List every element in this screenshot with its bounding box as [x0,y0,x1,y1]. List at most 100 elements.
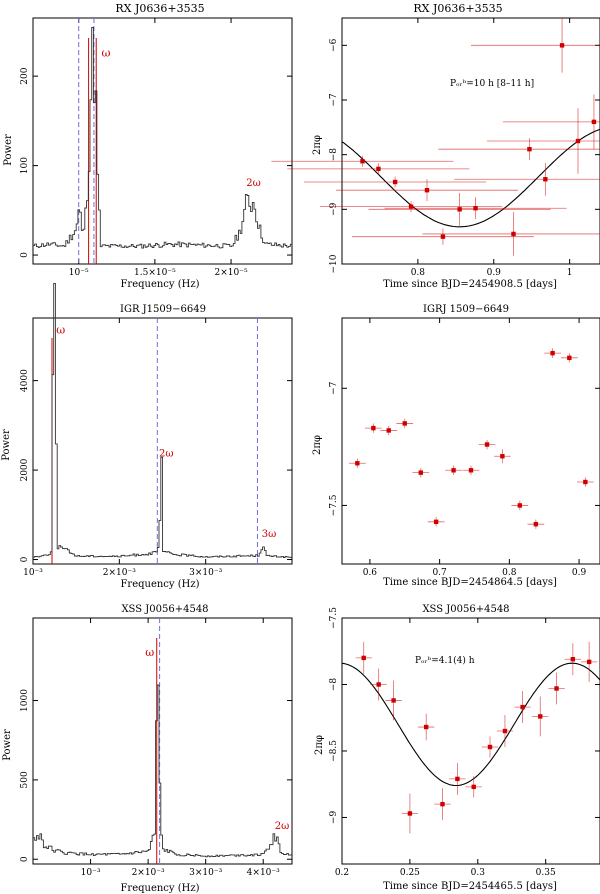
y-tick-label: 200 [20,67,30,84]
panel-xssj0056-phase-curve: XSS J0056+4548 Time since BJD=2454465.5 … [314,604,600,892]
data-point [520,704,525,710]
x-tick-label: 0.3 [471,868,486,878]
power-spectrum-line [33,684,292,858]
y-tick-label: −8 [329,148,339,162]
x-tick-label: 3×10⁻³ [189,868,222,878]
y-axis-label: Power [3,134,14,166]
data-point [360,159,365,164]
x-tick-label: 10⁻³ [23,568,43,578]
data-point [407,811,413,816]
panel-title: IGRJ 1509−6649 [423,304,509,315]
y-tick-label: −6 [329,38,339,52]
data-point [591,119,597,125]
panel-igrj1509-power-spectrum: IGR J1509−6649 Frequency (Hz) Power ω 2ω… [1,282,293,590]
x-tick-label: 0.8 [411,268,426,278]
y-tick-label: −8.5 [329,740,339,762]
data-point [392,179,398,185]
axes-frame [32,17,293,265]
axes-frame [341,617,600,865]
x-tick-label: 2×10⁻⁵ [215,268,248,278]
x-tick-label: 1 [567,268,573,278]
data-point [361,655,366,661]
annotation-2omega: 2ω [159,449,174,460]
annotation-2omega: 2ω [275,821,290,832]
data-point [408,204,414,209]
x-tick-label: 1.5×10⁻⁵ [134,268,176,278]
data-point [554,686,559,691]
y-tick-label: −10 [329,254,339,273]
x-axis-label: Frequency (Hz) [120,883,199,894]
panel-rxj0636-phase-curve: RX J0636+3535 Time since BJD=2454908.5 [… [271,2,600,290]
data-point [550,350,555,356]
data-point [567,355,572,361]
annotation-omega: ω [145,646,154,659]
panel-rxj0636-power-spectrum: RX J0636+3535 Frequency (Hz) Power ω 2ω … [3,2,293,290]
annotation-2omega: 2ω [246,178,261,189]
annotation-omega: ω [102,46,111,59]
axes-frame [32,617,293,865]
data-point [538,714,543,719]
data-point [527,147,532,152]
x-tick-label: 0.9 [572,568,587,578]
data-point [583,479,588,485]
x-tick-label: 0.2 [335,868,349,878]
model-sine-curve [341,662,600,787]
x-axis-label: Time since BJD=2454908.5 [days] [383,279,557,290]
x-tick-label: 4×10⁻³ [247,868,280,878]
model-sine-curve [341,128,600,228]
x-tick-label: 10⁻⁵ [69,268,89,278]
y-tick-label: 4000 [20,369,30,392]
panel-xssj0056-power-spectrum: XSS J0056+4548 Frequency (Hz) Power ω 2ω… [2,604,293,894]
y-tick-label: 100 [20,157,30,174]
data-point [457,207,462,212]
data-point [376,682,381,687]
power-spectrum-line [33,282,292,558]
y-tick-label: 1000 [20,689,30,712]
axes-frame [341,317,600,565]
data-point [433,519,439,525]
x-tick-label: 0.9 [487,268,502,278]
data-point [355,461,360,466]
data-point [511,231,516,237]
y-tick-label: −7 [329,381,339,395]
data-point [468,468,474,473]
x-axis-label: Time since BJD=2454864.5 [days] [383,577,557,588]
y-tick-label: 0 [20,856,30,862]
y-tick-label: −8 [329,678,339,692]
x-tick-label: 0.6 [363,568,378,578]
data-point [391,698,396,703]
data-point [418,470,423,475]
data-point [455,776,460,782]
x-axis-label: Time since BJD=2454465.5 [days] [383,881,557,892]
y-tick-label: −7 [329,93,339,107]
data-point [575,138,581,144]
y-axis-label: 2πφ [314,735,325,755]
y-tick-label: 0 [20,556,30,562]
data-point [484,442,490,447]
annotation-3omega: 3ω [262,529,277,540]
data-point [451,468,456,473]
data-point [402,421,407,426]
period-annotation: Pₒᵣᵇ=4.1(4) h [415,655,475,666]
data-point [440,234,446,239]
y-tick-label: 0 [20,252,30,258]
data-point [376,166,381,172]
y-tick-label: −9 [329,811,339,825]
data-point [517,503,523,508]
panel-title: RX J0636+3535 [413,2,502,15]
data-point [586,659,592,665]
y-tick-label: 2000 [20,458,30,481]
data-point [471,784,476,790]
y-axis-label: 2πφ [312,435,323,455]
power-spectrum-line [33,27,292,249]
x-tick-label: 0.25 [400,868,420,878]
data-point [500,454,505,459]
data-point [559,43,565,48]
x-tick-label: 3×10⁻³ [189,568,222,578]
x-tick-label: 0.7 [432,568,447,578]
panel-title: XSS J0056+4548 [121,604,208,615]
y-axis-label: 2πφ [312,135,323,155]
y-tick-label: −9 [329,202,339,216]
y-tick-label: 500 [20,771,30,788]
